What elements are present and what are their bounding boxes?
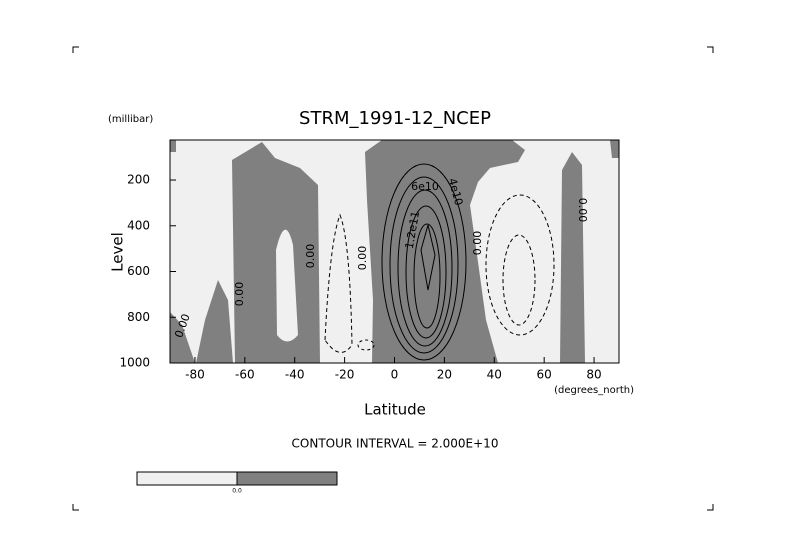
y-units: (millibar) — [108, 114, 153, 125]
x-tick-label: -20 — [335, 368, 355, 382]
x-tick-label: -40 — [285, 368, 305, 382]
chart-title: STRM_1991-12_NCEP — [299, 108, 491, 129]
contour-label: 0.00 — [356, 246, 369, 271]
contour-labels: 0.00 0.00 0.00 0.00 6e10 4e10 1.2e11 0.0… — [172, 177, 589, 340]
x-tick-label: 0 — [391, 368, 399, 382]
x-tick-label: -60 — [235, 368, 255, 382]
x-axis-label: Latitude — [364, 401, 426, 419]
colorbar-positive — [136, 471, 238, 486]
x-tick-label: 20 — [437, 368, 452, 382]
x-tick-label: 40 — [487, 368, 502, 382]
corner-marks — [72, 46, 714, 511]
y-tick-label: 800 — [127, 310, 150, 324]
x-tick-label: 80 — [586, 368, 601, 382]
x-tick-label: -80 — [185, 368, 205, 382]
colorbar-label: 0.0 — [232, 488, 242, 495]
x-units: (degrees_north) — [554, 385, 634, 396]
contour-label: 0.00 — [233, 282, 246, 307]
contour-label: 0.00 — [304, 244, 317, 269]
x-tick-label: 60 — [537, 368, 552, 382]
y-axis-label: Level — [109, 232, 127, 272]
y-tick-label: 1000 — [119, 356, 150, 370]
contour-label: 0.00 — [576, 198, 589, 223]
positive-regions — [276, 229, 298, 342]
y-tick-label: 200 — [127, 173, 150, 187]
contour-lines — [324, 163, 555, 361]
colorbar-negative — [236, 471, 338, 486]
annotation: CONTOUR INTERVAL = 2.000E+10 — [292, 437, 499, 451]
y-tick-label: 600 — [127, 264, 150, 278]
contour-label: 6e10 — [411, 180, 439, 193]
y-tick-label: 400 — [127, 218, 150, 232]
contour-label: 0.00 — [471, 231, 484, 256]
